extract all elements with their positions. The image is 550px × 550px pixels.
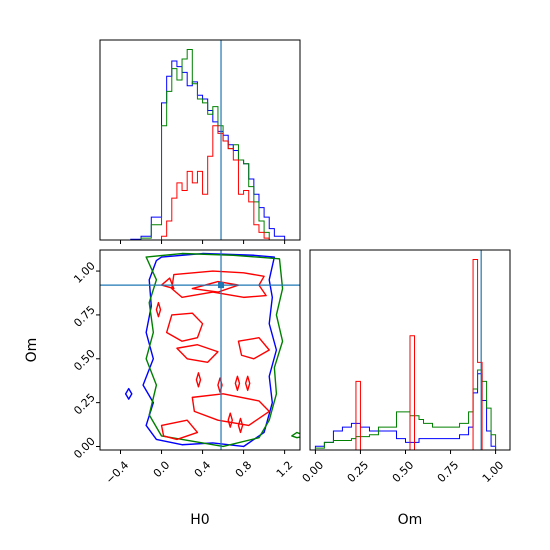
contour-blue-1 bbox=[124, 387, 133, 400]
contour-red-8 bbox=[176, 344, 219, 363]
joint-frame bbox=[99, 249, 301, 451]
h0-histogram-panel bbox=[99, 39, 301, 244]
contour-red-13 bbox=[217, 377, 223, 393]
contour-red-14 bbox=[234, 375, 241, 392]
joint-truth-marker bbox=[218, 282, 225, 289]
h0-hist-frame bbox=[99, 39, 301, 241]
contour-green-3 bbox=[291, 431, 300, 439]
om-hist-frame bbox=[309, 249, 511, 451]
contour-red-12 bbox=[195, 372, 202, 388]
contour-red-16 bbox=[227, 412, 234, 428]
y-axis-label-om: Om bbox=[24, 338, 40, 363]
om-hist-series-red bbox=[315, 259, 505, 450]
contour-red-4 bbox=[171, 270, 267, 299]
contour-red-17 bbox=[237, 417, 244, 434]
x-axis-label-h0: H0 bbox=[190, 512, 209, 528]
h0-hist-series-green bbox=[120, 49, 295, 240]
contour-red-11 bbox=[160, 419, 199, 441]
contour-red-10 bbox=[191, 393, 270, 427]
h0-hist-series-red bbox=[120, 125, 295, 240]
contour-red-9 bbox=[237, 337, 270, 360]
contour-red-6 bbox=[160, 277, 175, 290]
contour-green-2 bbox=[145, 252, 284, 448]
contour-red-7 bbox=[165, 312, 204, 342]
contour-red-15 bbox=[244, 375, 251, 392]
contour-red-18 bbox=[155, 301, 162, 318]
x-axis-label-om: Om bbox=[398, 512, 423, 528]
